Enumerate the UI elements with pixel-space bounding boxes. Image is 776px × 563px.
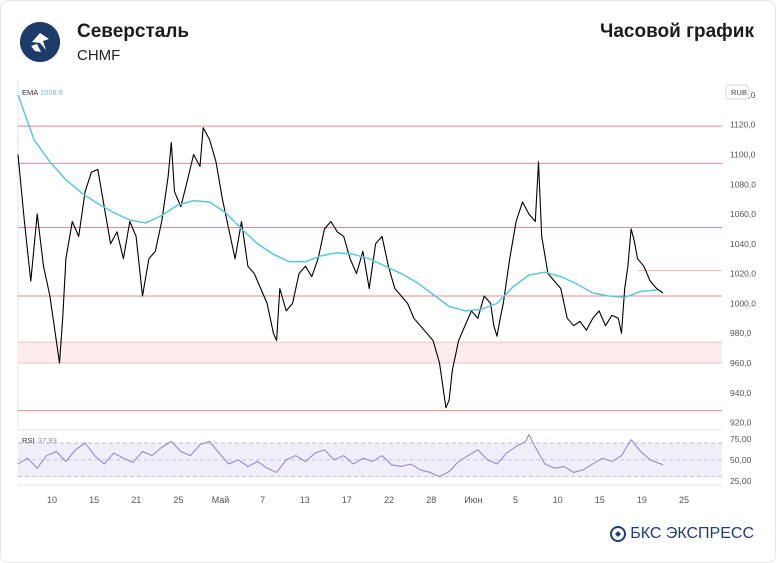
x-tick-label-3: 25 [173, 495, 183, 505]
x-tick-label-4: Май [212, 495, 230, 505]
x-tick-label-0: 10 [47, 495, 57, 505]
x-tick-label-9: 28 [426, 495, 436, 505]
x-tick-label-11: 5 [513, 495, 518, 505]
x-tick-label-15: 25 [679, 495, 689, 505]
ema-legend-value: 1008.6 [40, 88, 63, 97]
ema-legend-label: EMA [22, 88, 38, 97]
rsi-legend-value: 37.93 [38, 436, 57, 445]
y-tick-label-4: 1000,0 [730, 298, 756, 308]
y-tick-label-8: 1080,0 [730, 179, 756, 189]
y-tick-label-6: 1040,0 [730, 239, 756, 249]
rsi-series-line [17, 433, 664, 478]
y-tick-label-2: 960,0 [730, 358, 752, 368]
brand-name: БКС ЭКСПРЕСС [630, 525, 754, 542]
bks-logo-icon [610, 526, 627, 542]
rsi-y-tick-label-0: 25,00 [730, 476, 752, 486]
rsi-y-tick-label-1: 50,00 [730, 455, 752, 465]
severstal-logo-icon [20, 22, 60, 62]
x-tick-label-6: 13 [300, 495, 310, 505]
x-axis: 10 15 21 25 Май 7 13 17 22 28 Июн 5 10 15 19 25 [47, 495, 689, 505]
rsi-legend-label: RSI [22, 436, 35, 445]
price-series-line [17, 127, 664, 409]
company-name: Северсталь [77, 21, 190, 42]
price-panel: 920,0 940,0 960,0 980,0 1000,0 1020,0 1040,0 10… [17, 80, 756, 431]
ema-series-line [17, 94, 657, 312]
y-tick-label-10: 1120,0 [730, 120, 756, 130]
x-tick-label-1: 15 [89, 495, 99, 505]
x-tick-label-13: 15 [595, 495, 605, 505]
support-zone [18, 342, 722, 363]
x-tick-label-7: 17 [342, 495, 352, 505]
x-tick-label-8: 22 [384, 495, 394, 505]
x-tick-label-14: 19 [637, 495, 647, 505]
rsi-panel: 25,00 50,00 75,00 RSI 37.93 [17, 433, 752, 486]
rsi-y-tick-label-2: 75,00 [730, 434, 752, 444]
x-tick-label-12: 10 [553, 495, 563, 505]
company-logo [20, 22, 60, 62]
y-tick-label-1: 940,0 [730, 388, 752, 398]
currency-badge [725, 84, 749, 100]
y-tick-label-9: 1100,0 [730, 149, 756, 159]
brand-footer: БКС ЭКСПРЕСС [610, 525, 754, 543]
x-tick-label-5: 7 [260, 495, 265, 505]
y-tick-label-7: 1060,0 [730, 209, 756, 219]
y-tick-label-0: 920,0 [730, 418, 752, 428]
y-tick-label-5: 1020,0 [730, 269, 756, 279]
chart-title: Часовой график [600, 21, 754, 42]
currency-label: RUB [731, 88, 747, 97]
ticker-symbol: CHMF [77, 47, 121, 64]
y-tick-label-3: 980,0 [730, 328, 752, 338]
x-tick-label-10: Июн [464, 495, 482, 505]
x-tick-label-2: 21 [131, 495, 141, 505]
